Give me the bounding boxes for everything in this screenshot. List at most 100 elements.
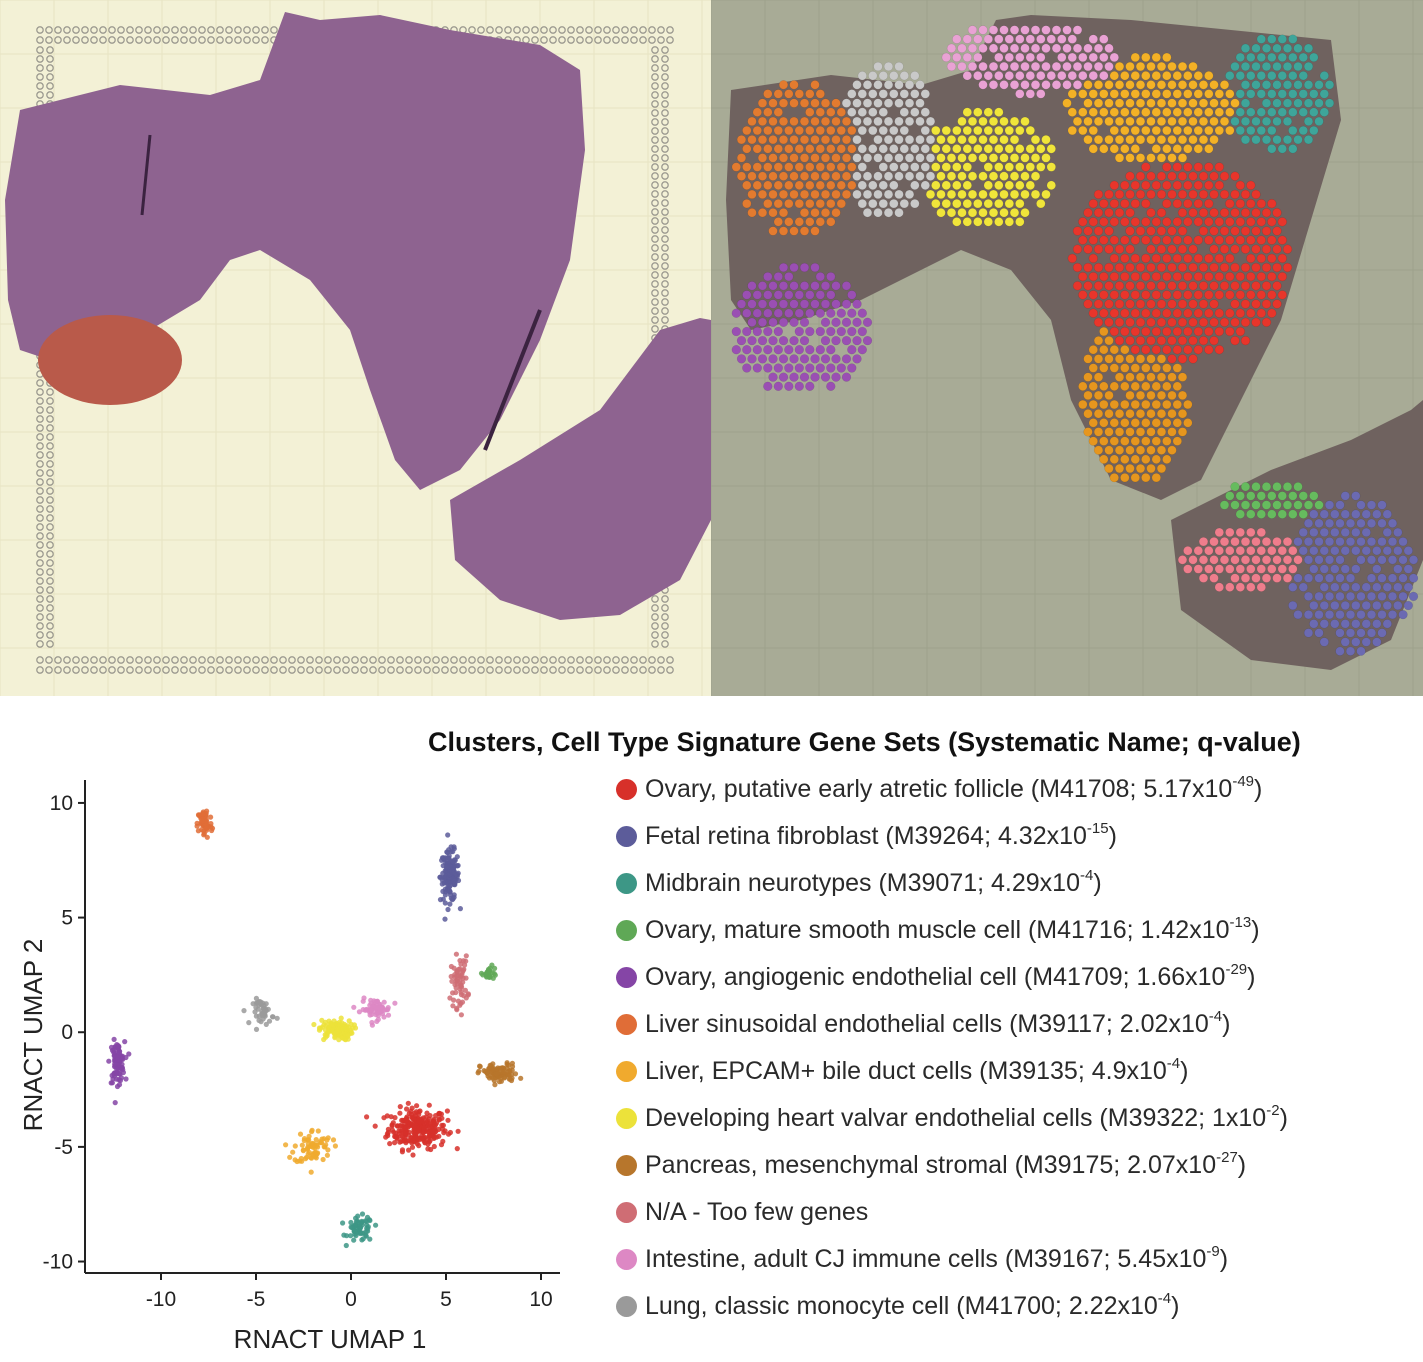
legend-label-text: Ovary, putative early atretic follicle (… xyxy=(645,775,1233,803)
legend-q-exponent: -4 xyxy=(1166,1055,1181,1072)
umap-point xyxy=(208,821,214,827)
tissue-tear xyxy=(140,134,152,216)
umap-point xyxy=(453,989,459,996)
umap-point xyxy=(283,1142,289,1148)
umap-point xyxy=(263,1021,269,1027)
umap-point xyxy=(492,1082,498,1088)
umap-point xyxy=(423,1114,429,1120)
legend-label-close: ) xyxy=(1237,1151,1247,1179)
umap-point xyxy=(334,1029,340,1035)
umap-point xyxy=(309,1140,315,1146)
legend-label-text: Liver sinusoidal endothelial cells (M391… xyxy=(645,1010,1209,1038)
umap-point xyxy=(465,992,471,998)
umap-point xyxy=(360,1236,366,1242)
legend-color-dot xyxy=(616,1202,637,1223)
umap-point xyxy=(324,1152,330,1158)
umap-point xyxy=(410,1152,416,1158)
legend-item: Fetal retina fibroblast (M39264; 4.32x10… xyxy=(616,813,1418,860)
umap-point xyxy=(442,892,448,898)
umap-point xyxy=(261,1002,267,1009)
umap-point xyxy=(457,906,463,912)
umap-point xyxy=(308,1169,314,1175)
legend-q-exponent: -4 xyxy=(1157,1290,1172,1307)
umap-point xyxy=(451,997,457,1003)
umap-point xyxy=(287,1154,293,1160)
legend-color-dot xyxy=(616,1155,637,1176)
legend-label: N/A - Too few genes xyxy=(645,1198,868,1227)
legend-item: N/A - Too few genes xyxy=(616,1189,1418,1236)
umap-point xyxy=(402,1125,408,1131)
umap-point xyxy=(327,1021,333,1027)
legend-label-text: N/A - Too few genes xyxy=(645,1198,869,1226)
umap-point xyxy=(482,1068,489,1075)
legend-label-text: Ovary, mature smooth muscle cell (M41716… xyxy=(645,916,1230,944)
umap-point xyxy=(445,879,451,885)
legend-label-close: ) xyxy=(1222,1010,1231,1038)
umap-point xyxy=(377,1009,383,1015)
umap-point xyxy=(253,995,259,1001)
umap-point xyxy=(358,1220,364,1226)
legend-label: Intestine, adult CJ immune cells (M39167… xyxy=(645,1243,1229,1274)
umap-point xyxy=(442,886,448,892)
umap-point xyxy=(381,1014,387,1020)
umap-point xyxy=(415,1135,421,1141)
umap-point xyxy=(463,975,469,981)
x-tick-label: 5 xyxy=(440,1288,452,1311)
umap-point xyxy=(115,1043,121,1049)
umap-point xyxy=(397,1110,403,1116)
umap-point xyxy=(194,823,200,829)
legend-label-text: Pancreas, mesenchymal stromal (M39175; 2… xyxy=(645,1151,1217,1179)
umap-point xyxy=(339,1020,345,1026)
legend-label-text: Fetal retina fibroblast (M39264; 4.32x10 xyxy=(645,822,1087,850)
legend-color-dot xyxy=(616,1249,637,1270)
umap-point xyxy=(199,818,205,824)
umap-point xyxy=(297,1131,304,1137)
legend-item: Pancreas, mesenchymal stromal (M39175; 2… xyxy=(616,1142,1418,1189)
legend-label-close: ) xyxy=(1254,775,1263,803)
umap-point xyxy=(456,966,462,972)
umap-point xyxy=(351,1237,357,1243)
legend-color-dot xyxy=(616,1296,637,1317)
umap-point xyxy=(319,1017,325,1023)
umap-point xyxy=(459,984,465,990)
legend-label: Liver, EPCAM+ bile duct cells (M39135; 4… xyxy=(645,1055,1188,1086)
umap-point xyxy=(196,812,202,818)
umap-point xyxy=(498,1076,504,1082)
legend-q-exponent: -15 xyxy=(1086,820,1109,837)
legend-color-dot xyxy=(616,920,637,941)
umap-point xyxy=(364,1214,371,1220)
umap-point xyxy=(450,1003,456,1009)
umap-point xyxy=(349,1224,355,1231)
umap-point xyxy=(269,1014,276,1020)
legend-color-dot xyxy=(616,967,637,988)
umap-point xyxy=(126,1051,132,1057)
legend-label-close: ) xyxy=(1219,1245,1229,1273)
umap-point xyxy=(340,1220,346,1226)
umap-points xyxy=(106,808,524,1249)
umap-point xyxy=(477,1063,483,1069)
legend-label: Developing heart valvar endothelial cell… xyxy=(645,1102,1288,1133)
legend-title: Clusters, Cell Type Signature Gene Sets … xyxy=(428,727,1301,757)
legend-item: Lung, classic monocyte cell (M41700; 2.2… xyxy=(616,1283,1418,1330)
legend-label-close: ) xyxy=(1279,1104,1288,1132)
umap-point xyxy=(497,1065,503,1071)
umap-point xyxy=(115,1054,121,1060)
umap-point xyxy=(493,1071,499,1077)
legend-color-dot xyxy=(616,873,637,894)
umap-point xyxy=(359,1211,366,1217)
umap-point xyxy=(454,863,460,869)
legend-label-text: Midbrain neurotypes (M39071; 4.29x10 xyxy=(645,869,1080,897)
umap-point xyxy=(453,951,459,957)
umap-point xyxy=(372,1123,378,1129)
x-tick-label: -10 xyxy=(146,1288,176,1311)
legend-color-dot xyxy=(616,779,637,800)
umap-point xyxy=(441,880,447,886)
umap-point xyxy=(436,1110,442,1117)
umap-point xyxy=(343,1242,349,1249)
umap-scatter-plot: -10 -5 0 5 10 10 5 0 -5 -10 RNACT UMAP 1 RNACT UM… xyxy=(18,780,560,1354)
umap-point xyxy=(358,1224,364,1231)
legend-q-exponent: -4 xyxy=(1080,867,1094,884)
umap-point xyxy=(348,1219,354,1226)
legend-label: Fetal retina fibroblast (M39264; 4.32x10… xyxy=(645,820,1117,851)
umap-point xyxy=(457,978,463,984)
